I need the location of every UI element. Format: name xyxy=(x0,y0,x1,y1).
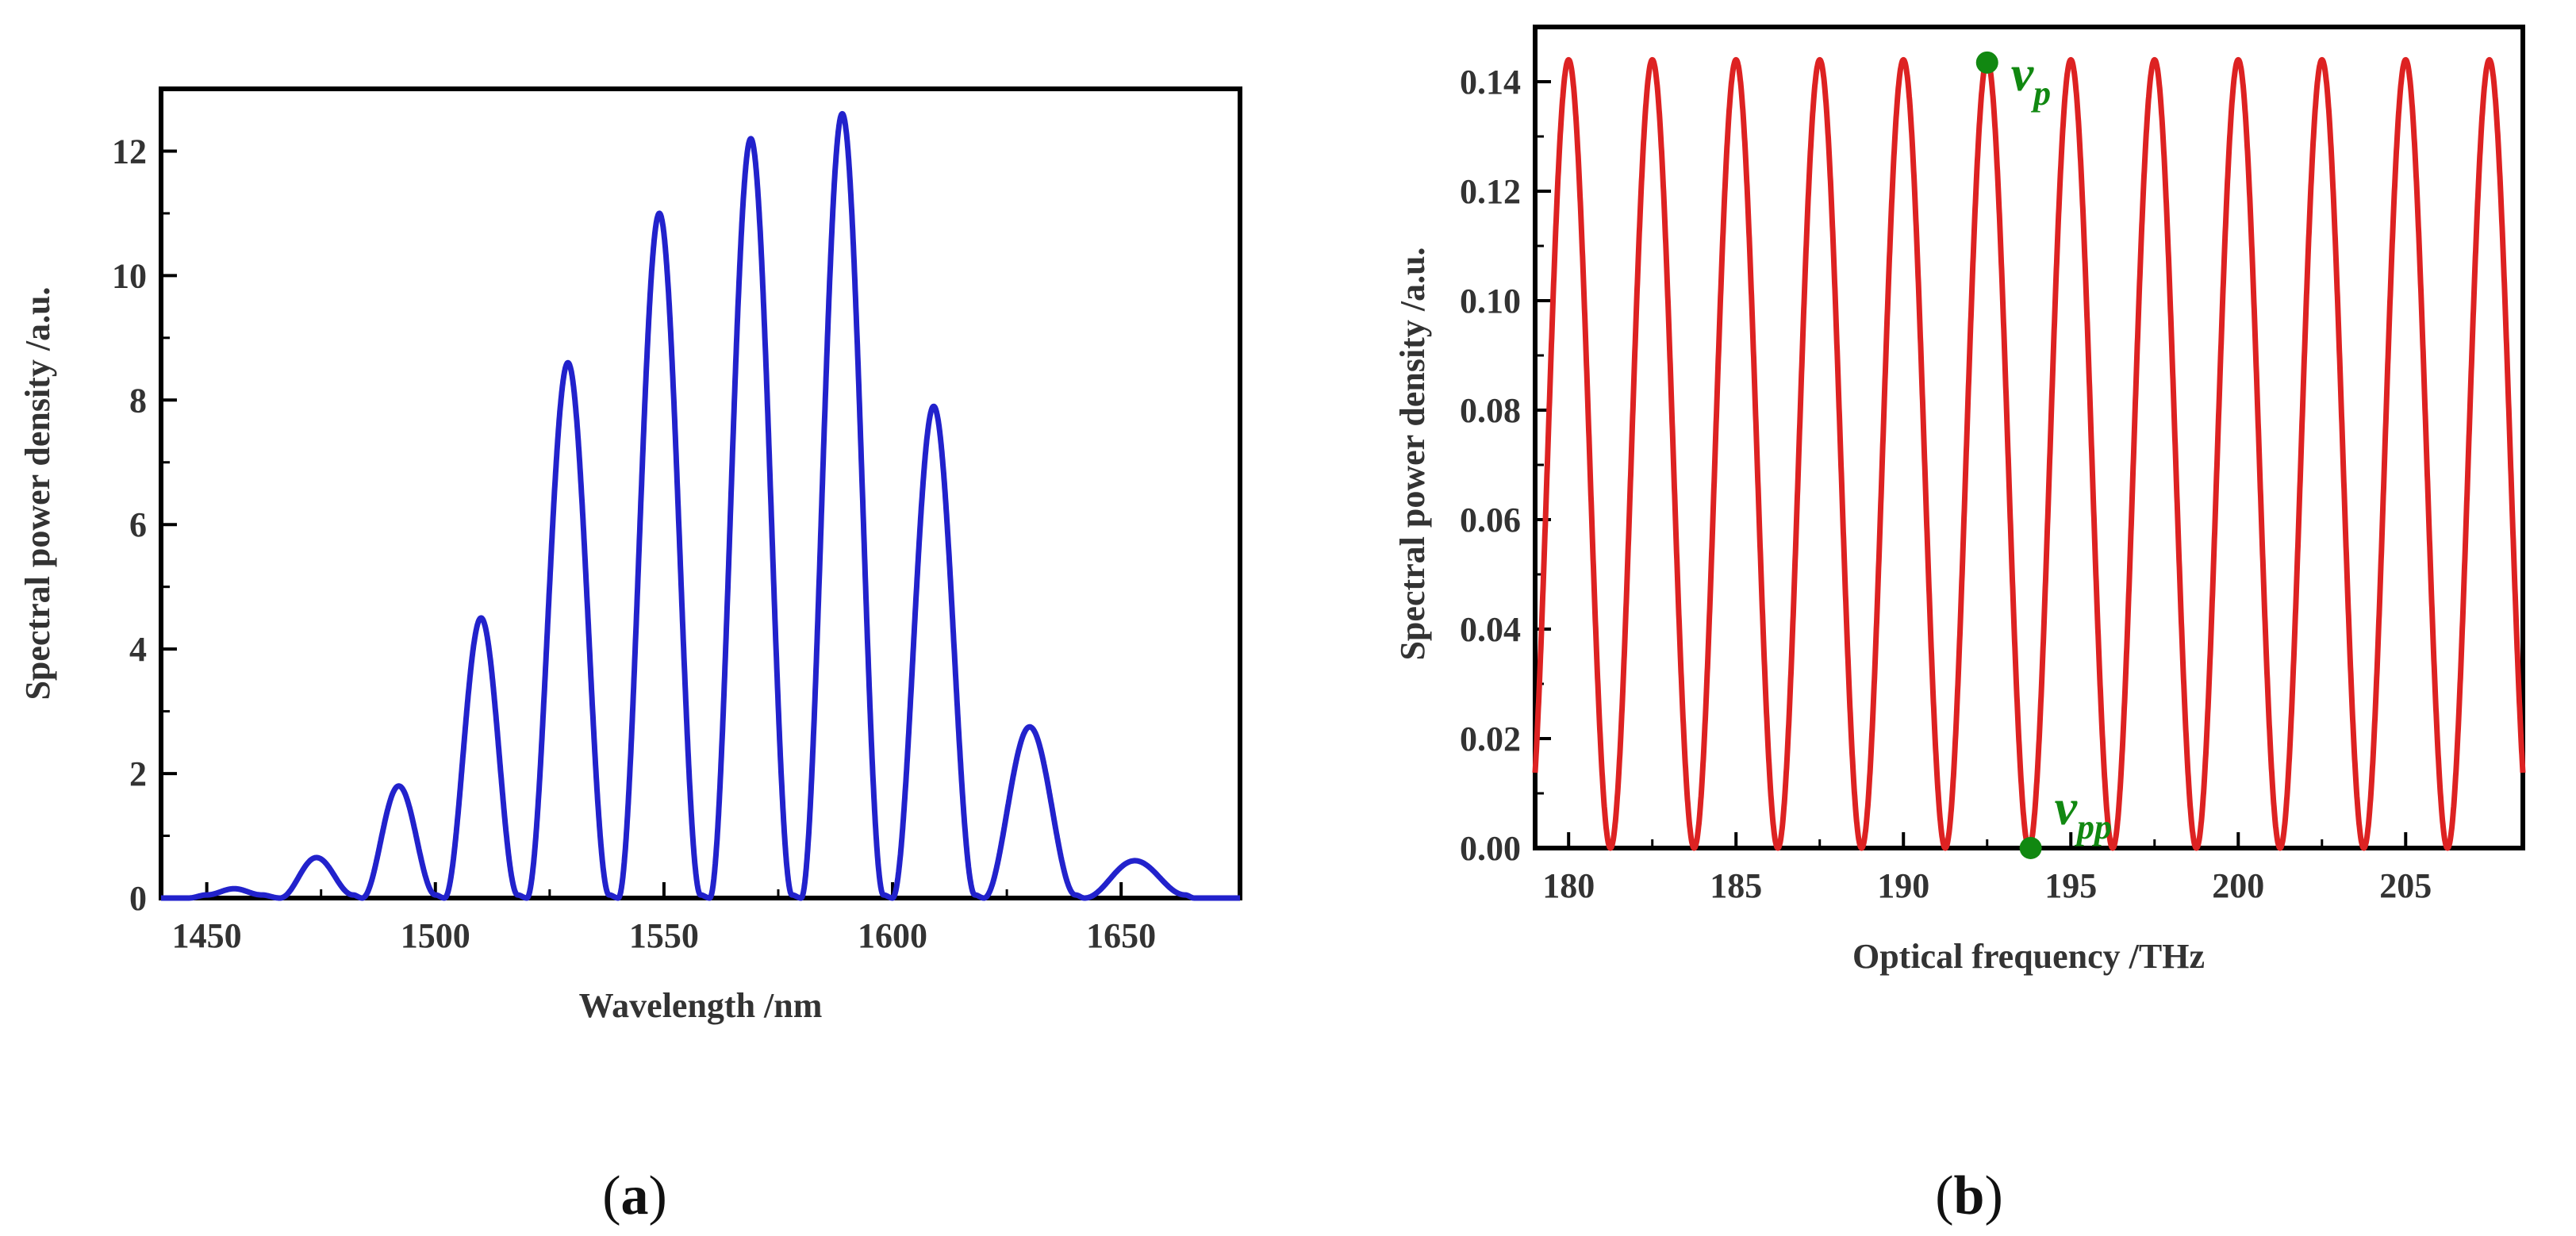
x-axis-title-a: Wavelength /nm xyxy=(579,986,823,1025)
x-tick-label: 205 xyxy=(2379,866,2432,905)
x-tick-label: 195 xyxy=(2044,866,2097,905)
axis-ticks-b: 180 185 190 195 200 205 0.00 0.02 0.04 0.06 0.08 0.… xyxy=(1460,63,2432,905)
y-tick-label: 6 xyxy=(129,505,147,544)
y-tick-label: 0.04 xyxy=(1460,610,1521,649)
spectrum-line-b xyxy=(1532,56,2526,851)
y-tick-label: 4 xyxy=(129,630,147,669)
x-tick-label: 1450 xyxy=(172,916,242,955)
chart-panel-a: 1450 1500 1550 1600 1650 0 2 4 6 8 10 12 Wavelength… xyxy=(18,86,1242,1226)
x-tick-label: 180 xyxy=(1542,866,1595,905)
annotation-label: vp xyxy=(2011,45,2051,113)
axis-ticks-a: 1450 1500 1550 1600 1650 0 2 4 6 8 10 12 xyxy=(112,132,1156,955)
x-tick-label: 1550 xyxy=(629,916,699,955)
panel-label-a: (a) xyxy=(602,1165,667,1226)
x-axis-title-b: Optical frequency /THz xyxy=(1852,937,2205,976)
y-tick-label: 10 xyxy=(112,256,147,295)
panel-label-b: (b) xyxy=(1935,1165,2003,1226)
x-tick-label: 1600 xyxy=(858,916,927,955)
chart-panel-b: 180 185 190 195 200 205 0.00 0.02 0.04 0.06 0.08 0.… xyxy=(1393,25,2526,1226)
x-tick-label: 1650 xyxy=(1086,916,1156,955)
x-tick-label: 200 xyxy=(2212,866,2264,905)
x-tick-label: 185 xyxy=(1710,866,1762,905)
peak-annotations-b: vp vpp xyxy=(1975,45,2112,859)
y-tick-label: 8 xyxy=(129,381,147,420)
annotation-label: vpp xyxy=(2055,779,2112,846)
y-tick-label: 0.02 xyxy=(1460,720,1521,758)
y-tick-label: 0.14 xyxy=(1460,63,1521,102)
y-tick-label: 0 xyxy=(129,879,147,918)
y-tick-label: 0.08 xyxy=(1460,391,1521,430)
y-axis-title-b: Spectral power density /a.u. xyxy=(1393,247,1432,660)
plot-frame-a xyxy=(159,86,1242,900)
y-tick-label: 2 xyxy=(129,754,147,793)
x-tick-label: 190 xyxy=(1877,866,1929,905)
y-tick-label: 0.00 xyxy=(1460,829,1521,868)
annotation-marker xyxy=(1975,51,1998,74)
y-tick-label: 0.06 xyxy=(1460,501,1521,539)
y-tick-label: 0.12 xyxy=(1460,172,1521,211)
x-tick-label: 1500 xyxy=(401,916,470,955)
y-tick-label: 0.10 xyxy=(1460,282,1521,321)
y-axis-title-a: Spectral power density /a.u. xyxy=(18,286,57,700)
y-tick-label: 12 xyxy=(112,132,147,171)
spectrum-curve-a xyxy=(159,110,1242,901)
spectrum-curve-b xyxy=(1532,56,2526,851)
spectrum-line-a xyxy=(159,110,1242,901)
annotation-marker xyxy=(2019,837,2042,859)
